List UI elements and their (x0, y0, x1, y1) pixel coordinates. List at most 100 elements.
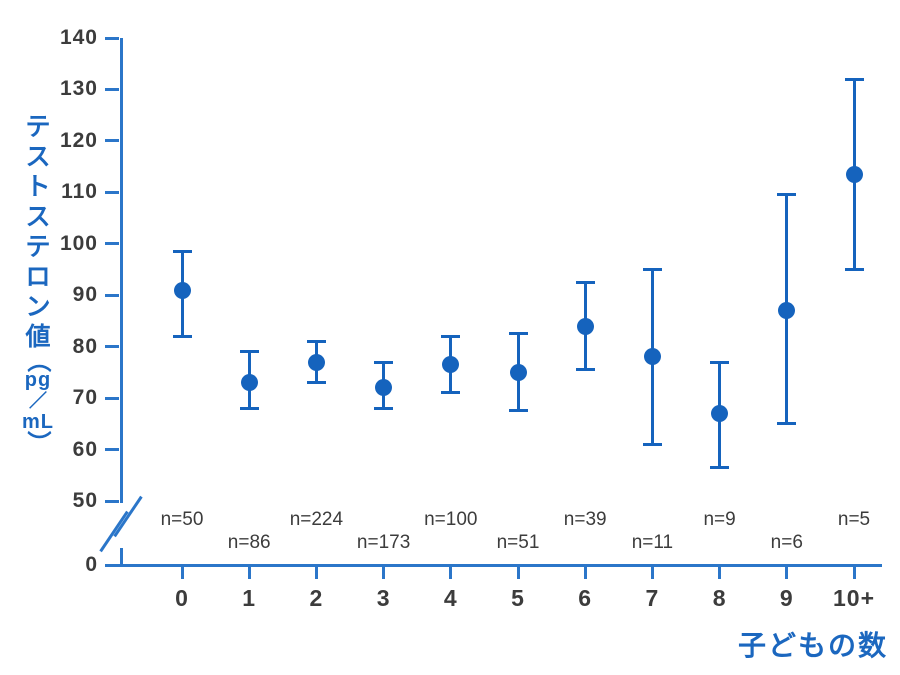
y-axis-line (119, 38, 123, 503)
sample-size-label: n=11 (631, 532, 674, 553)
y-axis-title: テストステロン値（pg ／ mL） (8, 112, 68, 455)
x-axis-title: 子どもの数 (737, 630, 888, 661)
error-bar-cap-bottom (239, 406, 259, 410)
data-point (576, 317, 594, 335)
error-bar-cap-bottom (844, 268, 864, 271)
error-bar-cap-bottom (508, 409, 528, 413)
y-tick-mark (105, 242, 119, 246)
error-bar-cap-bottom (777, 422, 797, 426)
x-tick-mark (852, 566, 856, 579)
sample-size-label: n=173 (356, 532, 411, 553)
x-tick-label: 3 (376, 585, 391, 611)
x-tick-mark (247, 566, 251, 579)
sample-size-label: n=9 (703, 509, 736, 530)
y-tick-label: 90 (72, 283, 98, 307)
x-tick-label: 7 (645, 585, 660, 611)
sample-size-label: n=224 (289, 509, 344, 530)
error-bar-cap-bottom (642, 442, 662, 446)
y-tick-label: 120 (59, 128, 98, 152)
data-point (643, 348, 661, 366)
data-point (711, 405, 729, 423)
y-axis-title-char: ／ (29, 391, 47, 411)
error-bar-cap-top (844, 77, 864, 81)
error-bar-cap-bottom (172, 334, 192, 338)
data-point (845, 165, 863, 183)
error-bar-cap-bottom (374, 406, 394, 410)
data-point (442, 356, 460, 374)
y-tick-mark (105, 293, 119, 297)
x-tick-mark (449, 566, 453, 579)
x-tick-mark (583, 566, 587, 579)
x-tick-label: 8 (712, 585, 727, 611)
sample-size-label: n=86 (227, 532, 271, 553)
sample-size-label: n=39 (563, 509, 607, 530)
y-tick-label: 50 (72, 489, 98, 512)
x-tick-label: 5 (511, 585, 525, 611)
y-axis-line-below-break (119, 548, 123, 566)
y-tick-mark (105, 499, 119, 503)
error-bar-cap-top (642, 268, 662, 271)
x-tick-label: 0 (175, 585, 189, 611)
y-axis-title-char: テ (25, 233, 51, 261)
error-bar-cap-bottom (710, 466, 730, 470)
data-point (173, 281, 191, 299)
x-tick-mark (650, 566, 654, 579)
x-tick-mark (718, 566, 722, 579)
error-bar-cap-top (508, 332, 528, 336)
sample-size-label: n=51 (496, 532, 540, 553)
y-tick-label: 140 (59, 26, 98, 49)
data-point (375, 379, 393, 397)
error-bar-cap-top (306, 340, 326, 344)
y-tick-label: 100 (59, 231, 98, 255)
data-point (307, 353, 325, 371)
sample-size-label: n=100 (424, 509, 478, 530)
x-tick-label: 1 (242, 585, 257, 611)
y-tick-label: 80 (72, 334, 98, 358)
y-tick-label: 130 (59, 77, 98, 101)
y-axis-title-char: ロ (25, 263, 51, 291)
error-bar-cap-bottom (575, 368, 595, 372)
y-tick-mark (105, 345, 119, 349)
y-axis-title-char: pg (24, 369, 52, 391)
y-axis-title-char: mL (22, 411, 54, 433)
data-point (240, 374, 258, 392)
y-tick-mark (105, 139, 119, 143)
sample-size-label: n=6 (770, 532, 803, 553)
x-tick-label: 10+ (832, 585, 875, 611)
y-axis-title-char: ン (25, 293, 51, 321)
y-tick-mark (105, 563, 119, 567)
y-axis-title-char: 値 (25, 323, 51, 351)
error-bar-cap-top (172, 249, 192, 253)
y-tick-mark (105, 87, 119, 91)
x-axis-line (119, 563, 882, 567)
sample-size-label: n=5 (837, 509, 871, 530)
error-bar-cap-top (239, 350, 259, 354)
x-tick-label: 2 (309, 585, 324, 611)
error-bar-cap-bottom (306, 381, 326, 385)
x-tick-mark (314, 566, 318, 579)
error-bar-cap-top (441, 334, 461, 338)
error-bar-cap-top (374, 360, 394, 364)
x-tick-label: 6 (578, 585, 593, 611)
x-tick-mark (516, 566, 520, 579)
error-bar-cap-top (575, 280, 595, 284)
x-tick-label: 4 (443, 585, 458, 611)
y-tick-mark (105, 36, 119, 40)
y-tick-label: 0 (85, 553, 98, 576)
x-tick-mark (382, 566, 386, 579)
y-tick-label: 60 (72, 437, 98, 461)
y-tick-label: 110 (61, 180, 98, 204)
y-axis-title-char: ト (25, 173, 51, 201)
y-axis-title-char: ス (25, 143, 51, 171)
x-tick-mark (180, 566, 184, 579)
error-bar-cap-bottom (441, 391, 461, 395)
error-bar-cap-top (777, 193, 797, 197)
sample-size-label: n=50 (160, 509, 204, 530)
x-tick-label: 9 (779, 585, 794, 611)
x-tick-mark (785, 566, 789, 579)
error-bar-cap-top (710, 360, 730, 364)
y-axis-title-char: ス (25, 203, 51, 231)
y-tick-mark (105, 448, 119, 452)
data-point (509, 363, 527, 381)
